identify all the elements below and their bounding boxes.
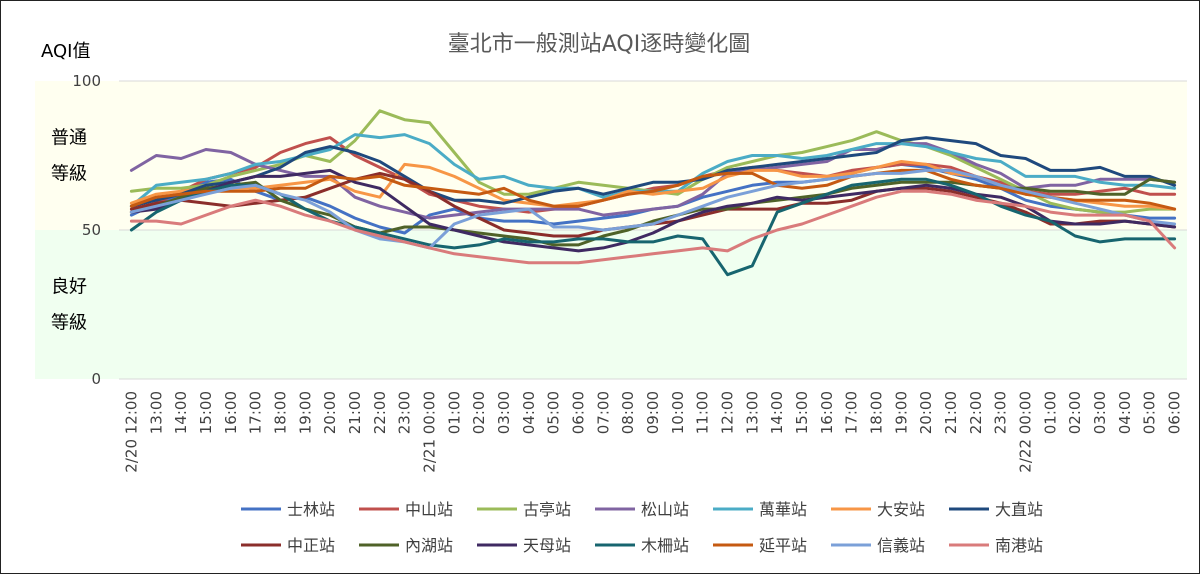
x-tick-label: 15:00 xyxy=(197,391,215,434)
x-tick-label: 17:00 xyxy=(247,391,265,434)
x-tick-label: 01:00 xyxy=(1041,391,1059,434)
x-tick-labels: 2/20 12:00 13:00 14:00 15:00 16:00 17:00 18:00… xyxy=(122,391,1183,473)
x-tick-label: 18:00 xyxy=(868,391,886,434)
x-tick-label: 05:00 xyxy=(545,391,563,434)
series-line-9 xyxy=(129,168,1177,253)
x-tick-label: 2/20 12:00 xyxy=(122,391,140,473)
legend-label-0: 士林站 xyxy=(287,500,335,519)
x-tick-label: 01:00 xyxy=(445,391,463,434)
x-tick-label: 02:00 xyxy=(470,391,488,434)
x-tick-label: 22:00 xyxy=(371,391,389,434)
legend-label-10: 木柵站 xyxy=(641,536,689,555)
band-label-1-1: 等級 xyxy=(51,313,87,334)
x-tick-label: 2/22 00:00 xyxy=(1017,391,1035,473)
series-line-6 xyxy=(129,136,1177,208)
band-label-0-0: 普通 xyxy=(51,128,87,149)
x-tick-label: 13:00 xyxy=(743,391,761,434)
legend-label-11: 延平站 xyxy=(759,536,807,555)
legend-label-12: 信義站 xyxy=(877,536,925,555)
legend-label-9: 天母站 xyxy=(523,536,571,555)
y-tick-label: 100 xyxy=(72,72,101,90)
x-tick-label: 04:00 xyxy=(520,391,538,434)
x-tick-label: 06:00 xyxy=(569,391,587,434)
legend-label-2: 古亭站 xyxy=(523,500,571,519)
series-line-11 xyxy=(129,168,1177,211)
x-tick-label: 06:00 xyxy=(1166,391,1184,434)
x-tick-label: 14:00 xyxy=(172,391,190,434)
legend-label-4: 萬華站 xyxy=(759,500,807,519)
x-tick-label: 23:00 xyxy=(396,391,414,434)
legend-label-5: 大安站 xyxy=(877,500,925,519)
x-tick-label: 21:00 xyxy=(942,391,960,434)
x-tick-label: 16:00 xyxy=(818,391,836,434)
x-tick-label: 18:00 xyxy=(271,391,289,434)
band-label-1-0: 良好 xyxy=(51,277,87,298)
x-tick-label: 05:00 xyxy=(1141,391,1159,434)
x-tick-label: 02:00 xyxy=(1066,391,1084,434)
x-tick-label: 19:00 xyxy=(296,391,314,434)
x-tick-label: 13:00 xyxy=(147,391,165,434)
x-tick-label: 10:00 xyxy=(669,391,687,434)
x-tick-label: 17:00 xyxy=(843,391,861,434)
x-tick-label: 20:00 xyxy=(917,391,935,434)
x-tick-label: 23:00 xyxy=(992,391,1010,434)
x-tick-label: 03:00 xyxy=(495,391,513,434)
y-tick-labels: 0 50 100 xyxy=(72,72,101,388)
x-tick-label: 19:00 xyxy=(892,391,910,434)
x-tick-label: 03:00 xyxy=(1091,391,1109,434)
series-line-10 xyxy=(129,177,1177,277)
legend-label-3: 松山站 xyxy=(641,500,689,519)
x-tick-label: 14:00 xyxy=(768,391,786,434)
x-tick-label: 20:00 xyxy=(321,391,339,434)
band-label-0-1: 等級 xyxy=(51,164,87,185)
series-line-12 xyxy=(129,168,1177,250)
x-tick-label: 12:00 xyxy=(719,391,737,434)
x-tick-label: 16:00 xyxy=(222,391,240,434)
x-tick-label: 04:00 xyxy=(1116,391,1134,434)
legend-label-13: 南港站 xyxy=(995,536,1043,555)
legend-label-1: 中山站 xyxy=(405,500,453,519)
x-tick-label: 15:00 xyxy=(793,391,811,434)
x-tick-label: 08:00 xyxy=(619,391,637,434)
x-tick-label: 11:00 xyxy=(694,391,712,434)
band-1 xyxy=(35,230,1187,379)
chart-title: 臺北市一般測站AQI逐時變化圖 xyxy=(448,32,750,57)
x-tick-label: 2/21 00:00 xyxy=(420,391,438,473)
legend-label-8: 內湖站 xyxy=(405,536,453,555)
y-tick-label: 50 xyxy=(82,221,101,239)
legend-label-7: 中正站 xyxy=(287,536,335,555)
series-line-13 xyxy=(129,189,1177,265)
series-lines xyxy=(129,109,1177,277)
legend-label-6: 大直站 xyxy=(995,500,1043,519)
y-tick-label: 0 xyxy=(91,370,101,388)
x-tick-label: 09:00 xyxy=(644,391,662,434)
series-line-3 xyxy=(129,142,1177,220)
series-line-1 xyxy=(129,136,1177,214)
x-tick-label: 21:00 xyxy=(346,391,364,434)
y-axis-label: AQI值 xyxy=(41,41,90,62)
x-tick-label: 07:00 xyxy=(594,391,612,434)
gridlines xyxy=(119,80,1187,380)
x-tick-label: 22:00 xyxy=(967,391,985,434)
